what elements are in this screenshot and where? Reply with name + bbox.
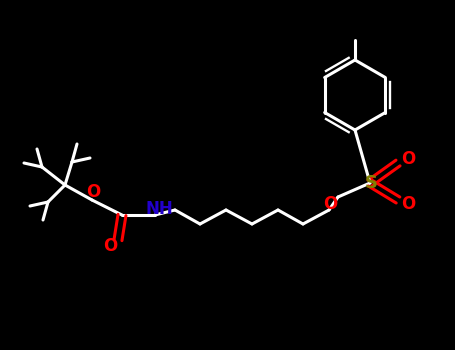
Text: O: O <box>103 237 117 255</box>
Text: O: O <box>323 195 337 213</box>
Text: NH: NH <box>145 200 173 218</box>
Text: O: O <box>401 150 415 168</box>
Text: S: S <box>364 174 378 192</box>
Text: O: O <box>86 183 100 201</box>
Text: O: O <box>401 195 415 213</box>
